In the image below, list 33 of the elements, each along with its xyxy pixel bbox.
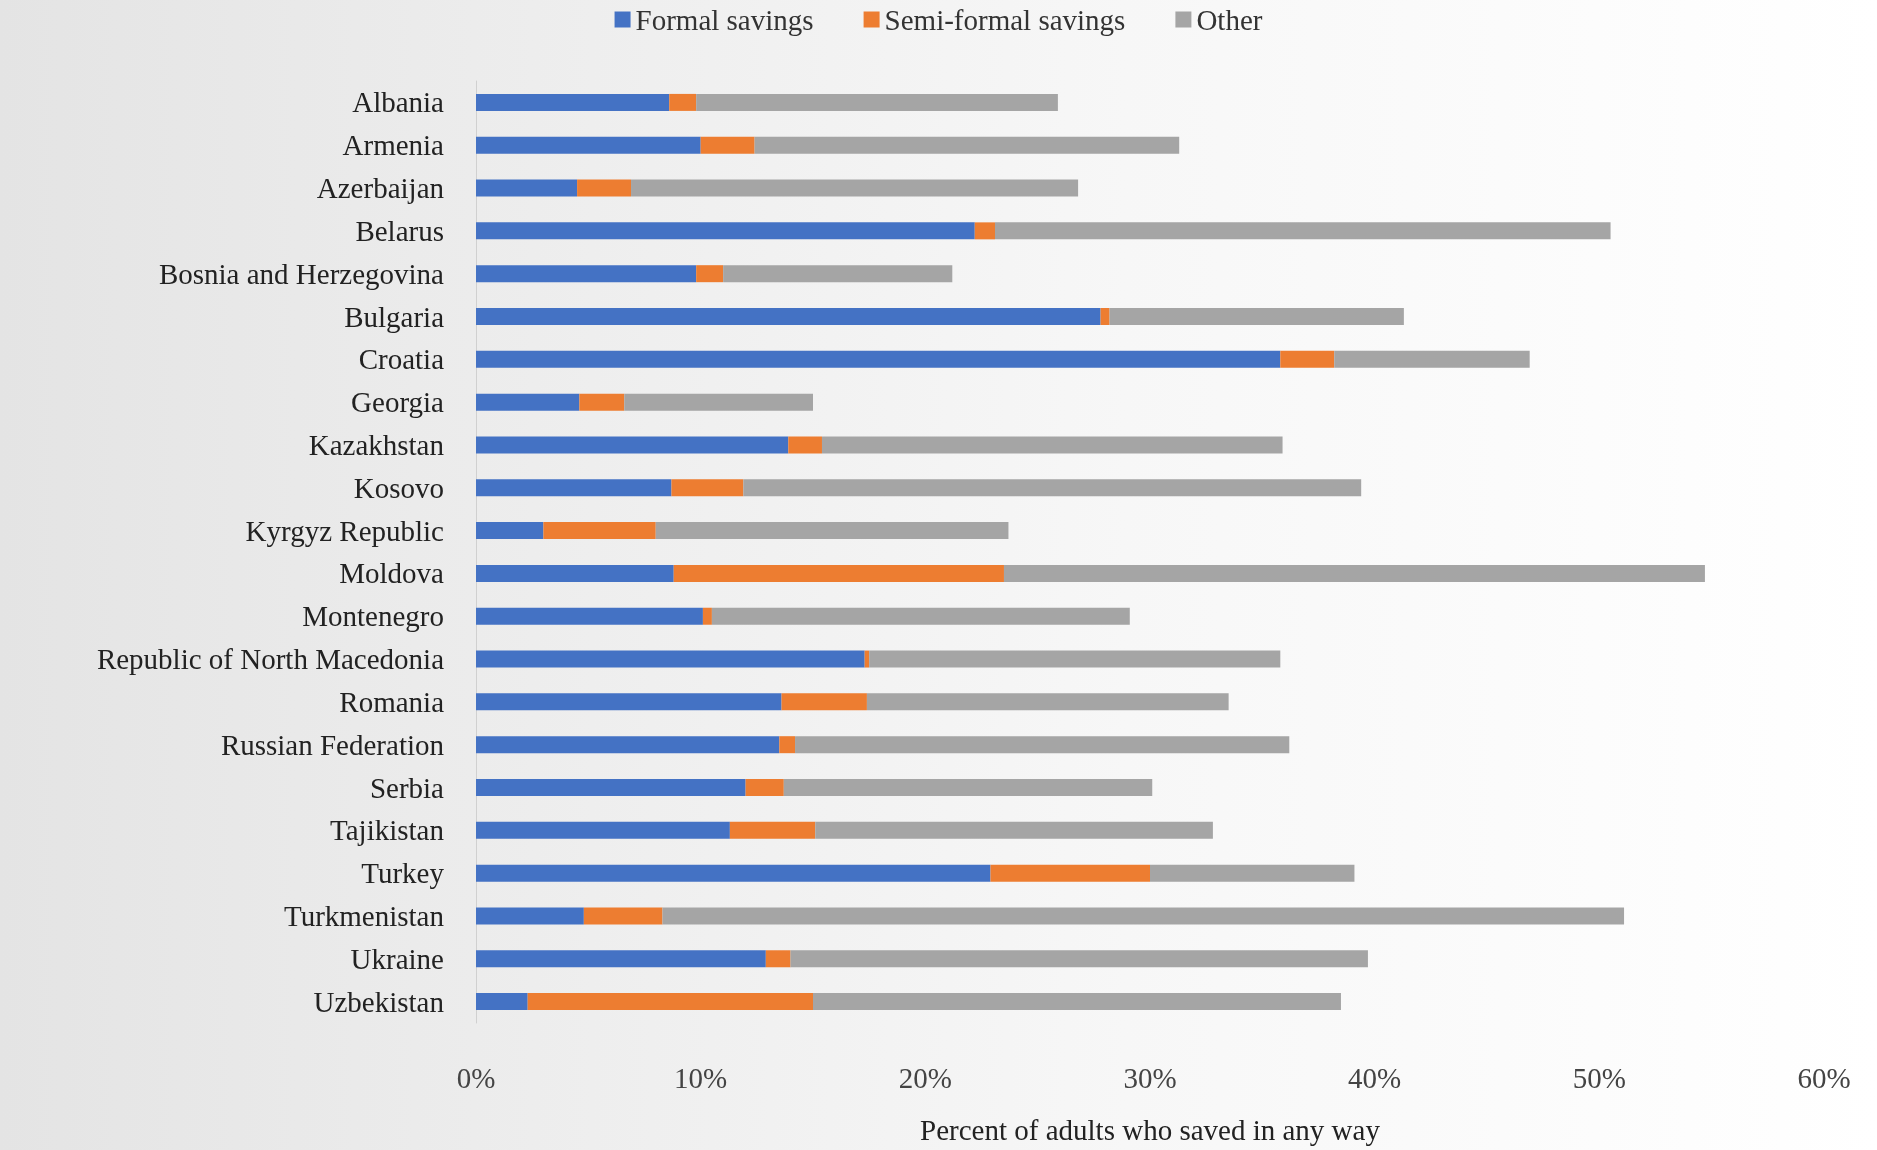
y-tick-label: Turkey <box>361 857 445 890</box>
y-tick-label: Serbia <box>369 771 445 804</box>
y-tick-label: Turkmenistan <box>283 899 445 932</box>
y-tick-label: Bosnia and Herzegovina <box>158 257 445 290</box>
y-tick-label: Ukraine <box>350 942 444 975</box>
y-tick-label: Croatia <box>358 343 445 376</box>
x-tick-label: 60% <box>1797 1061 1851 1094</box>
y-tick-label: Belarus <box>355 214 444 247</box>
y-tick-label: Russian Federation <box>220 728 445 761</box>
x-axis-title: Percent of adults who saved in any way <box>920 1113 1381 1146</box>
y-tick-label: Kosovo <box>353 471 444 504</box>
legend-label: Other <box>1196 3 1263 36</box>
x-tick-label: 0% <box>456 1061 496 1094</box>
y-tick-label: Georgia <box>351 386 445 419</box>
x-tick-label: 30% <box>1123 1061 1177 1094</box>
y-tick-label: Montenegro <box>302 600 444 633</box>
y-tick-label: Kazakhstan <box>308 428 445 461</box>
x-tick-label: 40% <box>1348 1061 1402 1094</box>
y-tick-label: Republic of North Macedonia <box>96 643 445 676</box>
y-tick-label: Uzbekistan <box>313 985 445 1018</box>
x-tick-label: 10% <box>674 1061 728 1094</box>
legend-label: Semi-formal savings <box>884 3 1126 36</box>
y-tick-label: Armenia <box>342 129 445 162</box>
y-tick-label: Bulgaria <box>344 300 445 333</box>
x-tick-label: 20% <box>898 1061 952 1094</box>
y-tick-label: Moldova <box>339 557 445 590</box>
x-tick-label: 50% <box>1572 1061 1626 1094</box>
y-tick-label: Romania <box>339 685 445 718</box>
y-tick-label: Tajikistan <box>330 814 445 847</box>
legend-label: Formal savings <box>635 3 814 36</box>
y-tick-label: Kyrgyz Republic <box>245 514 444 547</box>
y-tick-label: Azerbaijan <box>316 172 445 205</box>
y-tick-label: Albania <box>352 86 445 119</box>
